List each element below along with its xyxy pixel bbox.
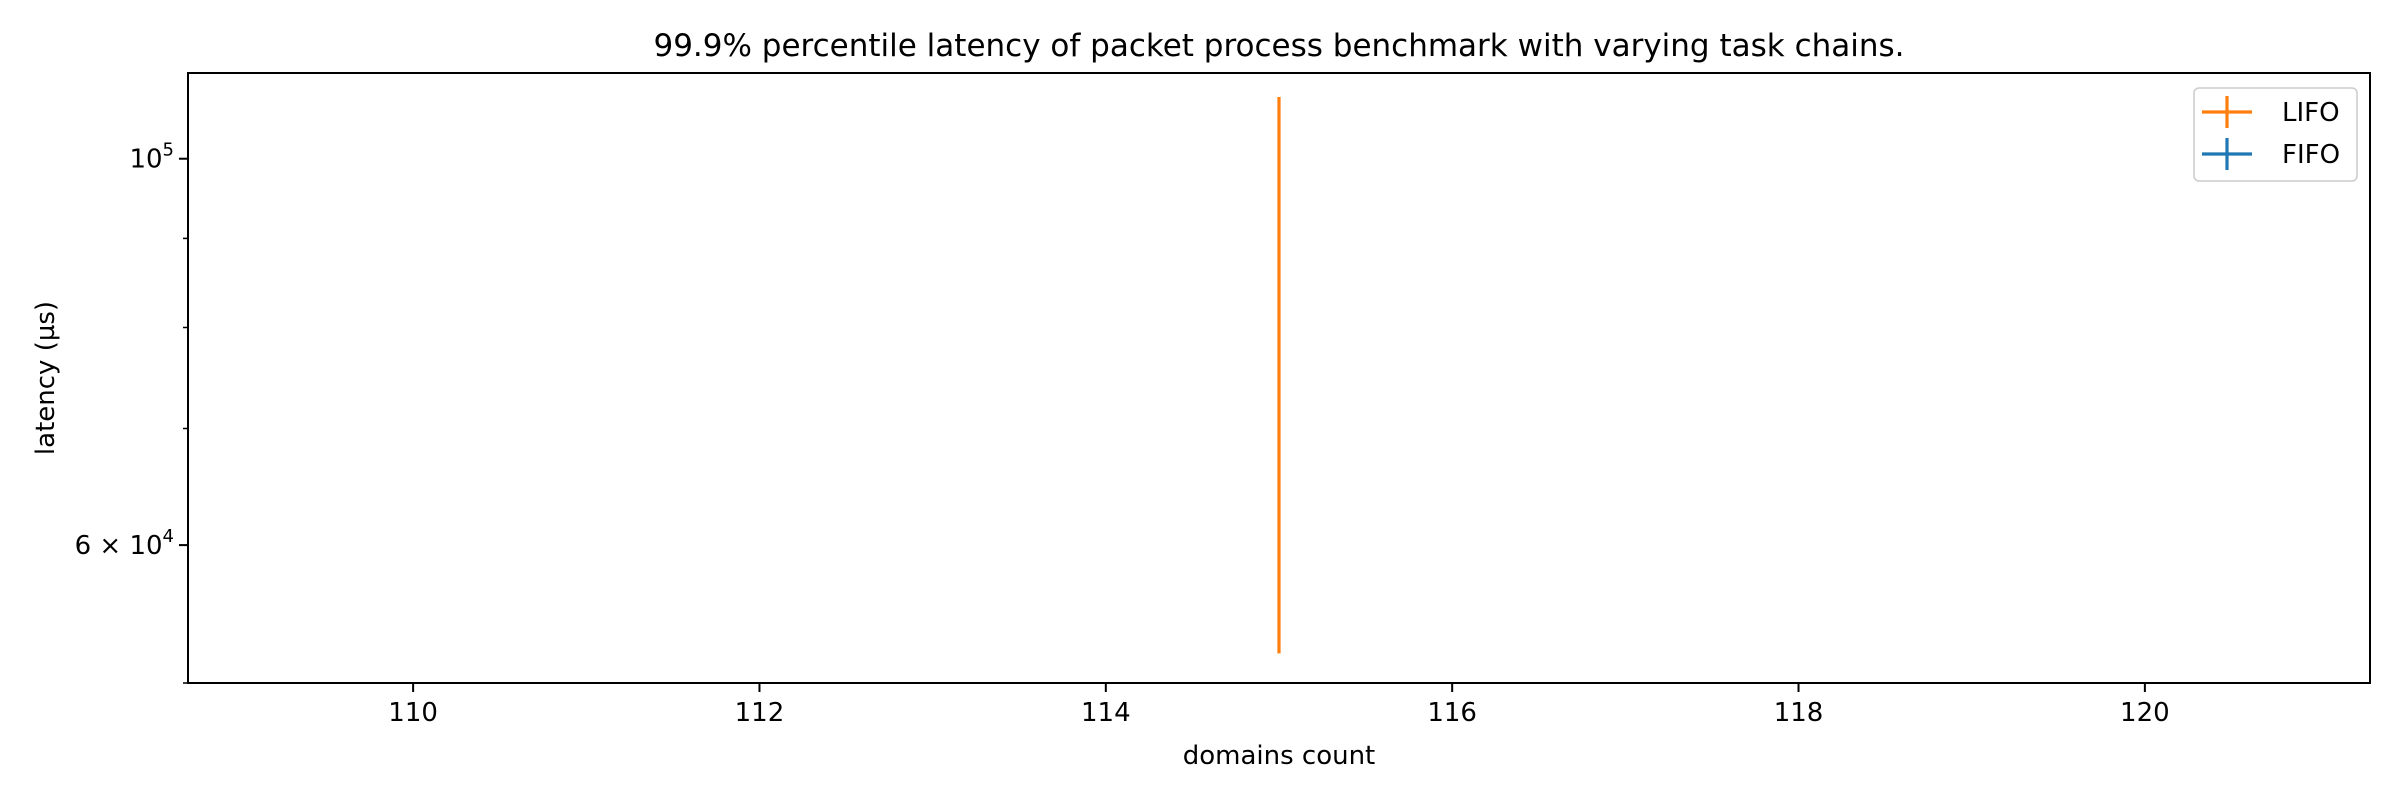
x-tick-label: 110 xyxy=(388,698,438,728)
x-axis-label: domains count xyxy=(1183,741,1376,771)
plot-frame xyxy=(187,72,2371,684)
chart-title: 99.9% percentile latency of packet proce… xyxy=(653,28,1904,64)
legend: LIFO FIFO xyxy=(2193,87,2358,182)
x-tick-label: 120 xyxy=(2120,698,2170,728)
x-tick-label: 116 xyxy=(1427,698,1477,728)
x-tick-label: 114 xyxy=(1081,698,1131,728)
x-axis: 110 112 114 116 118 120 xyxy=(388,683,2170,728)
y-axis-label: latency (µs) xyxy=(31,301,61,455)
x-tick-label: 112 xyxy=(735,698,785,728)
x-tick-label: 118 xyxy=(1774,698,1824,728)
legend-label-fifo: FIFO xyxy=(2282,140,2340,170)
y-tick-label: 105 xyxy=(129,140,174,175)
y-axis: 6 × 104 105 xyxy=(75,140,188,684)
y-tick-label: 6 × 104 xyxy=(75,526,174,561)
legend-label-lifo: LIFO xyxy=(2282,98,2340,128)
